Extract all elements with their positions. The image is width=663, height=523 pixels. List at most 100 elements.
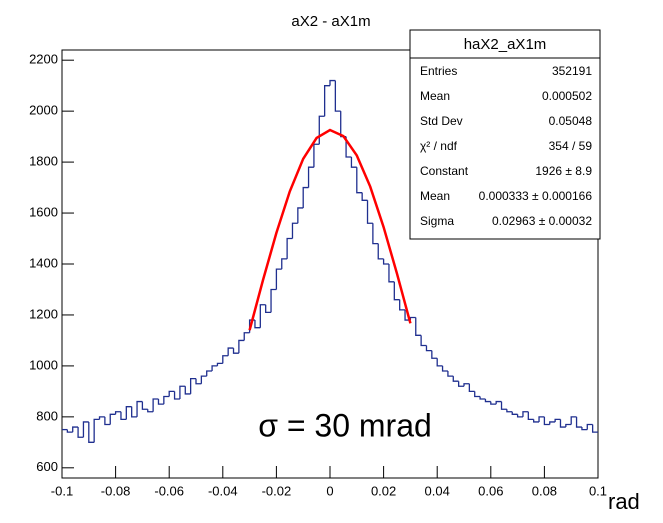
histogram-bin xyxy=(318,115,325,145)
stats-value: 0.000502 xyxy=(542,89,592,103)
histogram-bin xyxy=(77,427,84,438)
histogram-bin xyxy=(575,416,582,428)
histogram-bin xyxy=(431,350,438,359)
histogram-bin xyxy=(559,419,566,428)
y-tick-label: 1600 xyxy=(29,204,58,219)
histogram-bin xyxy=(195,378,202,385)
histogram-bin xyxy=(533,419,540,423)
histogram-bin xyxy=(543,416,550,426)
histogram-bin xyxy=(581,427,588,431)
histogram-bin xyxy=(377,243,384,260)
histogram-bin xyxy=(82,421,89,438)
y-tick-label: 1800 xyxy=(29,154,58,169)
histogram-bin xyxy=(538,416,545,422)
histogram-bin xyxy=(350,157,357,168)
histogram-bin xyxy=(479,396,486,400)
histogram-bin xyxy=(114,411,121,415)
histogram-bin xyxy=(109,413,116,425)
histogram-bin xyxy=(259,304,266,328)
histogram-bin xyxy=(527,411,534,421)
histogram-bin xyxy=(340,111,347,138)
x-tick-label: 0.06 xyxy=(478,483,503,498)
x-tick-label: 0.08 xyxy=(532,483,557,498)
histogram-bin xyxy=(243,332,250,341)
histogram-bin xyxy=(120,411,127,421)
histogram-bin xyxy=(441,365,448,372)
y-tick-label: 2000 xyxy=(29,103,58,118)
histogram-bin xyxy=(281,258,288,270)
stats-value: 0.05048 xyxy=(549,114,593,128)
stats-value: 352191 xyxy=(552,64,592,78)
histogram-bin xyxy=(522,411,529,417)
stats-key: Sigma xyxy=(420,214,454,228)
histogram-bin xyxy=(265,304,272,314)
stats-key: Mean xyxy=(420,189,450,203)
histogram-bin xyxy=(270,288,277,313)
histogram-bin xyxy=(506,409,513,413)
histogram-bin xyxy=(168,390,175,397)
histogram-bin xyxy=(570,416,577,425)
histogram-bin xyxy=(329,79,336,86)
histogram-bin xyxy=(372,223,379,245)
histogram-bin xyxy=(125,406,132,420)
histogram-bin xyxy=(500,401,507,410)
histogram-bin xyxy=(591,424,598,433)
y-tick-label: 1400 xyxy=(29,255,58,270)
stats-key: Std Dev xyxy=(420,114,463,128)
histogram-bin xyxy=(286,237,293,259)
x-tick-label: 0 xyxy=(326,483,333,498)
histogram-bin xyxy=(275,268,282,290)
histogram-bin xyxy=(307,166,314,188)
histogram-bin xyxy=(447,371,454,377)
histogram-bin xyxy=(586,423,593,430)
histogram-bin xyxy=(66,429,73,433)
histogram-bin xyxy=(254,320,261,329)
histogram-bin xyxy=(302,186,309,208)
histogram-bin xyxy=(93,418,100,443)
x-tick-label: 0.1 xyxy=(589,483,607,498)
histogram-bin xyxy=(463,383,470,387)
histogram-bin xyxy=(361,192,368,201)
stats-box xyxy=(409,29,601,240)
y-tick-label: 1200 xyxy=(29,306,58,321)
histogram-bin xyxy=(206,370,213,377)
histogram-bin xyxy=(104,416,111,426)
stats-key: Constant xyxy=(420,164,469,178)
histogram-bin xyxy=(136,400,143,417)
histogram-bin xyxy=(409,316,416,321)
histogram-bin xyxy=(388,264,395,283)
stats-value: 354 / 59 xyxy=(549,139,593,153)
histogram-bin xyxy=(516,414,523,418)
stats-value: 0.02963 ± 0.00032 xyxy=(492,214,592,228)
y-tick-label: 800 xyxy=(36,408,58,423)
histogram-bin xyxy=(323,85,330,117)
histogram-bin xyxy=(549,421,556,425)
stats-key: χ² / ndf xyxy=(420,139,458,153)
histogram-bin xyxy=(420,335,427,347)
histogram-bin xyxy=(189,377,196,394)
histogram-bin xyxy=(468,383,475,393)
histogram-bin xyxy=(484,399,491,403)
histogram-bin xyxy=(382,258,389,265)
histogram-bin xyxy=(232,348,239,354)
x-tick-label: -0.04 xyxy=(208,483,238,498)
stats-value: 1926 ± 8.9 xyxy=(535,164,592,178)
stats-key: Mean xyxy=(420,89,450,103)
histogram-bin xyxy=(163,395,170,405)
histogram-bin xyxy=(495,400,502,405)
stats-key: Entries xyxy=(420,64,457,78)
histogram-bin xyxy=(334,80,341,112)
histogram-bin xyxy=(72,426,79,433)
x-tick-label: -0.08 xyxy=(101,483,131,498)
histogram-bin xyxy=(356,167,363,194)
histogram-bin xyxy=(179,385,186,400)
histogram-bin xyxy=(141,401,148,410)
stats-title: haX2_aX1m xyxy=(464,36,547,53)
histogram-bin xyxy=(452,376,459,382)
histogram-bin xyxy=(157,399,164,405)
histogram-bin xyxy=(313,143,320,168)
x-tick-label: -0.06 xyxy=(154,483,184,498)
annotation: σ = 30 mrad xyxy=(258,407,432,443)
histogram-bin xyxy=(227,347,234,356)
